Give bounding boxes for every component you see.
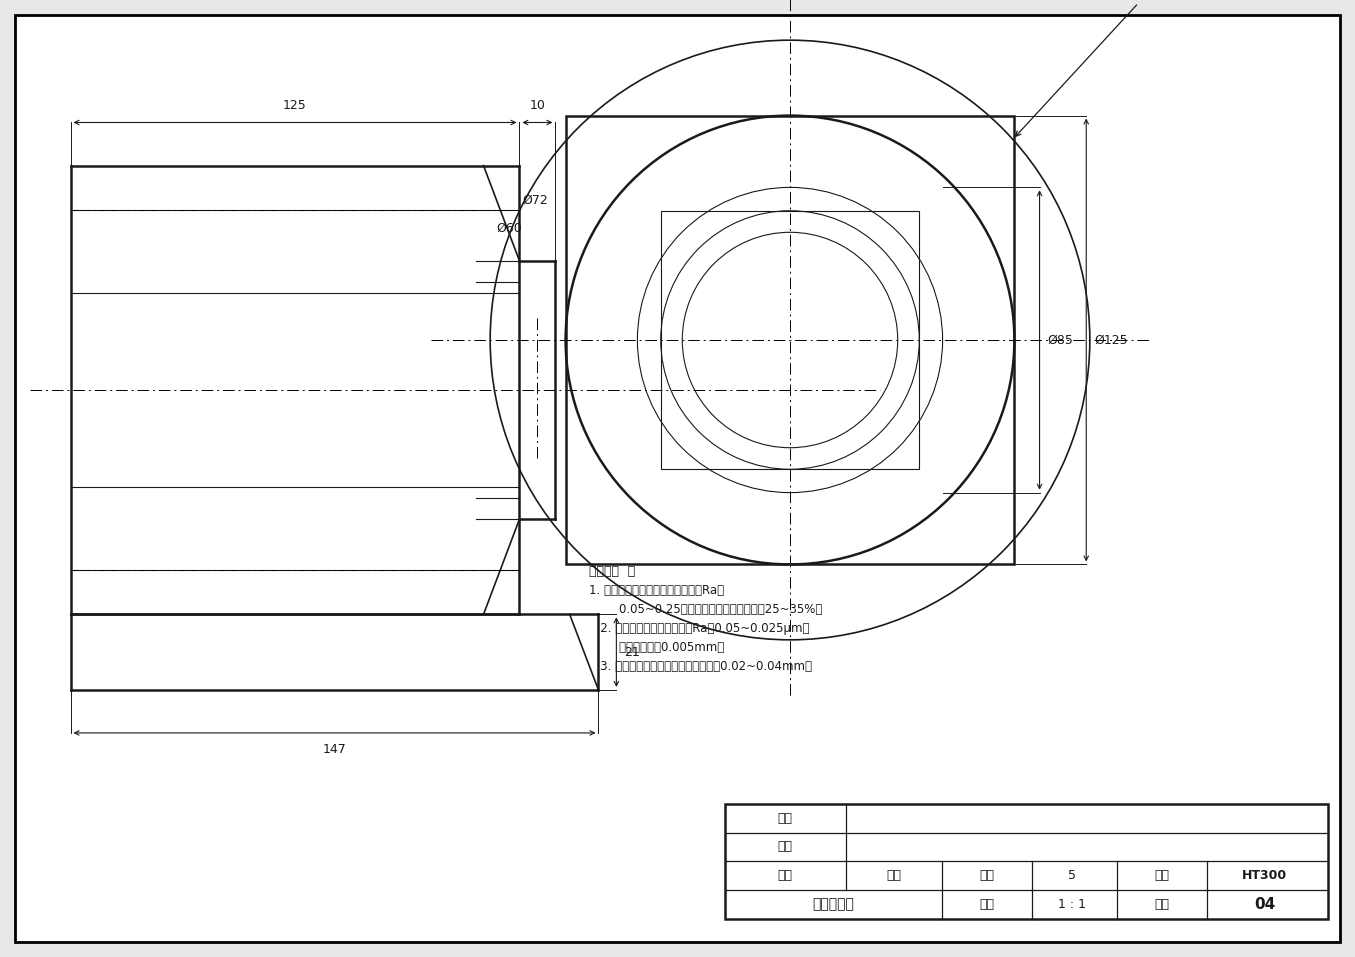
- Text: 10: 10: [530, 100, 545, 113]
- Bar: [661, 211, 919, 469]
- Text: 日期: 日期: [886, 869, 901, 882]
- Text: Ø72: Ø72: [522, 193, 547, 207]
- Text: 1. 活塞外圆表面要求精磨后粗糙度Ra为: 1. 活塞外圆表面要求精磨后粗糙度Ra为: [589, 584, 725, 596]
- Text: 1 : 1: 1 : 1: [1058, 898, 1085, 911]
- Text: 绘图: 绘图: [778, 840, 793, 854]
- Text: 2. 底平面研磨后表面粗糙度Ra为0.05~0.025μm，: 2. 底平面研磨后表面粗糙度Ra为0.05~0.025μm，: [589, 622, 810, 634]
- Text: 审阅: 审阅: [778, 812, 793, 825]
- Bar: [725, 804, 1328, 919]
- Text: 图号: 图号: [1154, 898, 1169, 911]
- Text: 设计: 设计: [778, 869, 793, 882]
- Text: Ø85: Ø85: [1047, 333, 1073, 346]
- Text: 3. 活塞轴线对底平面的垂直度允差为0.02~0.04mm。: 3. 活塞轴线对底平面的垂直度允差为0.02~0.04mm。: [589, 659, 813, 673]
- Text: Ø125: Ø125: [1095, 333, 1127, 346]
- Text: 数量: 数量: [980, 869, 995, 882]
- Text: 材料: 材料: [1154, 869, 1169, 882]
- Bar: [565, 116, 1015, 565]
- Text: Ø60: Ø60: [497, 222, 523, 235]
- Text: 0.05~0.25，圆度和圆柱度为公差带的25~35%。: 0.05~0.25，圆度和圆柱度为公差带的25~35%。: [589, 603, 822, 615]
- Text: 147: 147: [322, 743, 347, 756]
- Text: 活塞工程图: 活塞工程图: [813, 898, 855, 911]
- Text: 04: 04: [1253, 897, 1275, 912]
- Text: 平面度允差为0.005mm。: 平面度允差为0.005mm。: [589, 640, 725, 654]
- Text: 5: 5: [1068, 869, 1076, 882]
- Text: 技术要求  ：: 技术要求 ：: [589, 565, 635, 578]
- Text: 125: 125: [283, 100, 306, 113]
- Text: 21: 21: [625, 646, 640, 658]
- Text: 比例: 比例: [980, 898, 995, 911]
- Text: HT300: HT300: [1243, 869, 1287, 882]
